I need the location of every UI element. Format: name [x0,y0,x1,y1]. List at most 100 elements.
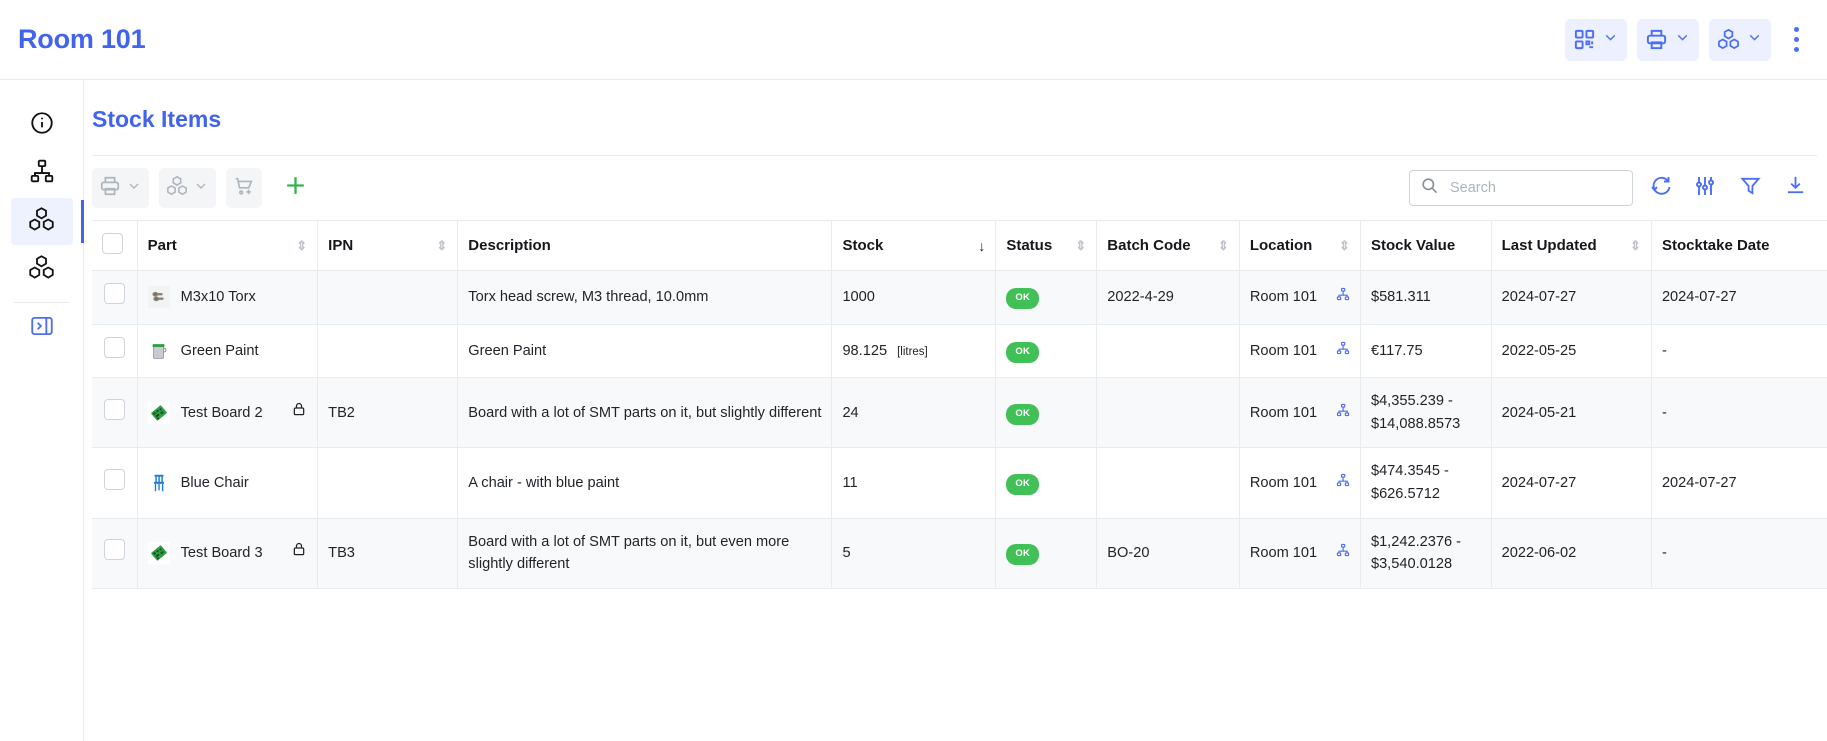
select-all-checkbox[interactable] [102,233,123,254]
column-header-stocktake-date[interactable]: Stocktake Date ⇕ [1651,220,1827,271]
cell-part[interactable]: Test Board 2 [137,377,319,449]
sidebar-expand-toggle[interactable] [25,313,59,343]
cell-status: OK [995,377,1098,449]
column-header-status[interactable]: Status ⇕ [995,220,1098,271]
table-row[interactable]: Test Board 2 TB2 Board with a lot of SMT… [92,377,1827,449]
location-sitemap-icon[interactable] [1336,542,1350,565]
cell-location[interactable]: Room 101 [1239,517,1361,589]
page-title: Room 101 [18,24,146,54]
stock-operations-button[interactable] [159,168,216,208]
select-all-header [92,220,138,271]
column-header-batch-code[interactable]: Batch Code ⇕ [1096,220,1240,271]
sidebar-item-stock-items[interactable] [10,198,84,245]
cell-part[interactable]: M3x10 Torx [137,270,319,325]
location-sitemap-icon[interactable] [1336,402,1350,425]
stock-actions-button[interactable] [1709,18,1771,61]
table-row[interactable]: Test Board 3 TB3 Board with a lot of SMT… [92,517,1827,589]
sort-icon: ⇕ [1339,237,1350,253]
column-header-ipn[interactable]: IPN ⇕ [317,220,459,271]
column-header-stock[interactable]: Stock ↓ [831,220,997,271]
cell-stock[interactable]: 24 [831,377,997,449]
cell-stocktake-date: - [1651,323,1827,379]
cell-stock[interactable]: 98.125 [litres] [831,323,997,379]
cell-ipn: TB2 [317,377,459,449]
cell-location[interactable]: Room 101 [1239,323,1361,379]
cell-location[interactable]: Room 101 [1239,447,1361,519]
location-sitemap-icon[interactable] [1336,340,1350,363]
table-row[interactable]: Green Paint Green Paint 98.125 [litres] O… [92,323,1827,379]
column-label: Stocktake Date [1661,237,1770,254]
qr-code-icon [1573,28,1596,51]
cell-part[interactable]: Green Paint [137,323,319,379]
column-header-location[interactable]: Location ⇕ [1239,220,1361,271]
cell-stock-value: $4,355.239 - $14,088.8573 [1360,377,1492,449]
add-to-cart-button[interactable] [226,168,262,208]
cell-stock[interactable]: 11 [831,447,997,519]
cell-description: Green Paint [457,323,833,379]
main-inner: Stock Items [84,106,1827,589]
cell-location[interactable]: Room 101 [1239,270,1361,325]
status-badge: OK [1006,544,1040,566]
table-row[interactable]: M3x10 Torx Torx head screw, M3 thread, 1… [92,270,1827,325]
part-thumbnail-screw [147,286,170,309]
add-stock-item-button[interactable] [278,170,312,206]
cell-stock[interactable]: 1000 [831,270,997,325]
column-header-last-updated[interactable]: Last Updated ⇕ [1491,220,1652,271]
cell-part[interactable]: Blue Chair [137,447,319,519]
search-icon [1420,176,1439,200]
sitemap-icon [29,158,55,189]
refresh-button[interactable] [1642,170,1678,206]
column-header-part[interactable]: Part ⇕ [137,220,319,271]
column-header-stock-value[interactable]: Stock Value [1360,220,1492,271]
search-input[interactable] [1448,179,1624,197]
column-label: Stock Value [1370,237,1456,254]
cubes-icon [1717,28,1740,51]
part-thumbnail-pcb [147,542,170,565]
location-sitemap-icon[interactable] [1336,286,1350,309]
table-row[interactable]: Blue Chair A chair - with blue paint 11 … [92,447,1827,519]
cell-stock[interactable]: 5 [831,517,997,589]
part-name: M3x10 Torx [180,289,256,305]
cell-last-updated: 2024-07-27 [1491,447,1652,519]
cell-location[interactable]: Room 101 [1239,377,1361,449]
cell-ipn [317,270,459,325]
download-button[interactable] [1777,170,1813,206]
cell-last-updated: 2022-05-25 [1491,323,1652,379]
table-header-row: Part ⇕ IPN ⇕ Description Stock ↓ Status ⇕ Ba… [92,220,1827,271]
sidebar-item-details[interactable] [11,102,73,149]
download-icon [1784,174,1807,202]
cell-batch-code: 2022-4-29 [1096,270,1240,325]
column-header-description[interactable]: Description [457,220,833,271]
cubes-icon [28,254,55,286]
sort-desc-icon: ↓ [978,237,986,254]
row-checkbox[interactable] [103,468,125,490]
table-options-button[interactable] [1687,170,1723,206]
print-labels-button[interactable] [92,168,149,208]
location-name: Room 101 [1249,544,1318,561]
info-circle-icon [29,110,55,141]
filter-button[interactable] [1732,170,1768,206]
cell-last-updated: 2022-06-02 [1491,517,1652,589]
top-bar-actions [1565,18,1809,61]
sidebar-item-sublocations[interactable] [11,150,73,197]
lock-icon [291,541,307,565]
row-checkbox[interactable] [103,398,125,420]
column-label: IPN [328,237,354,254]
section-title: Stock Items [92,106,222,132]
cell-status: OK [995,517,1098,589]
cell-part[interactable]: Test Board 3 [137,517,319,589]
cell-description: Board with a lot of SMT parts on it, but… [457,517,833,589]
cell-batch-code: BO-20 [1096,517,1240,589]
sidebar-item-child-stock[interactable] [11,246,73,293]
row-checkbox[interactable] [103,336,125,358]
more-menu-button[interactable] [1783,19,1809,61]
row-checkbox[interactable] [103,538,125,560]
qr-code-button[interactable] [1565,18,1627,61]
part-name: Green Paint [180,342,259,359]
print-button[interactable] [1637,18,1699,61]
location-sitemap-icon[interactable] [1336,472,1350,495]
search-box[interactable] [1409,170,1633,206]
row-checkbox[interactable] [103,283,125,304]
table-scroll[interactable]: Part ⇕ IPN ⇕ Description Stock ↓ Status ⇕ Ba… [92,220,1827,589]
kebab-menu-icon [1793,27,1799,32]
